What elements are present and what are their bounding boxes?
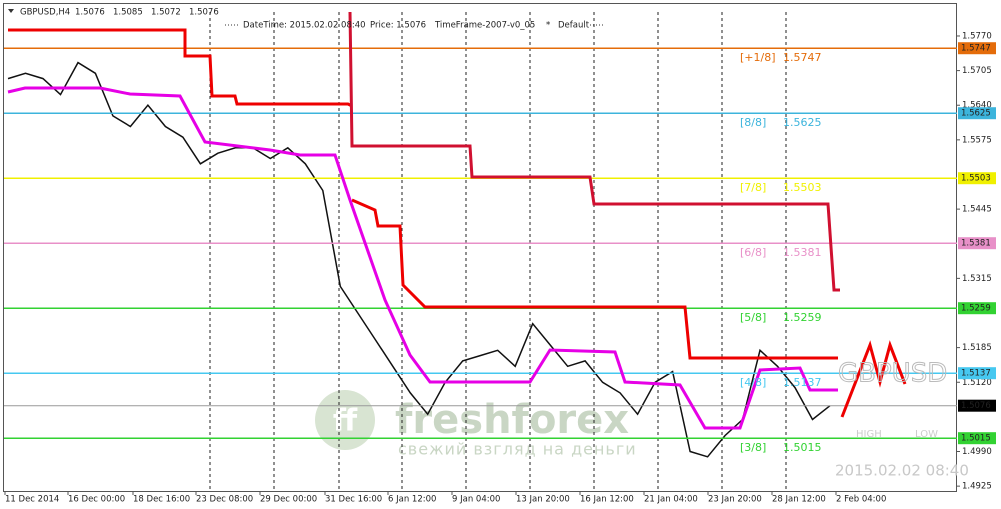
time-label: 28 Jan 12:00 bbox=[772, 495, 826, 505]
level-price-label: 1.5015 bbox=[961, 434, 991, 444]
level-value: 1.5259 bbox=[783, 311, 822, 324]
level-tag: [6/8] bbox=[740, 246, 766, 259]
time-label: 18 Dec 16:00 bbox=[133, 495, 190, 505]
price-tick-label: 1.4990 bbox=[962, 447, 992, 457]
time-label: 6 Jan 12:00 bbox=[388, 495, 436, 505]
level-price-label: 1.5747 bbox=[961, 44, 991, 54]
time-label: 21 Jan 04:00 bbox=[644, 495, 698, 505]
menu-arrow[interactable] bbox=[8, 9, 14, 13]
indicator-step-line bbox=[348, 11, 840, 292]
price-tick-label: 1.5705 bbox=[962, 66, 992, 76]
info-item: * bbox=[546, 21, 550, 31]
indicator-trend-line bbox=[7, 86, 838, 430]
time-label: 29 Dec 00:00 bbox=[260, 495, 317, 505]
forecast-zigzag bbox=[840, 340, 907, 418]
level-value: 1.5503 bbox=[783, 181, 822, 194]
info-item: Price: 1.5076 bbox=[370, 21, 426, 31]
level-price-box bbox=[958, 172, 996, 185]
overlay-time: 2015.02.02 08:40 bbox=[835, 462, 969, 480]
time-label: 23 Dec 08:00 bbox=[196, 495, 253, 505]
info-item: Default bbox=[558, 21, 590, 31]
overlay-symbol: GBPUSD bbox=[838, 359, 947, 389]
time-label: 16 Jan 12:00 bbox=[580, 495, 634, 505]
price-tick-label: 1.5445 bbox=[962, 205, 992, 215]
level-tag: [+1/8] bbox=[740, 51, 776, 64]
symbol: GBPUSD,H4 bbox=[20, 8, 70, 18]
level-tag: [3/8] bbox=[740, 441, 766, 454]
level-tag: [7/8] bbox=[740, 181, 766, 194]
time-label: 13 Jan 20:00 bbox=[516, 495, 570, 505]
watermark-brand: freshforex bbox=[395, 397, 629, 443]
plot-frame bbox=[3, 3, 957, 492]
level-price-label: 1.5503 bbox=[961, 174, 991, 184]
level-price-label: 1.5137 bbox=[961, 369, 991, 379]
level-tag: [5/8] bbox=[740, 311, 766, 324]
level-price-label: 1.5625 bbox=[961, 109, 991, 119]
level-tag: [8/8] bbox=[740, 116, 766, 129]
watermark-slogan: свежий взгляд на деньги bbox=[398, 440, 637, 459]
watermark-logo-ff: ff bbox=[333, 404, 358, 439]
overlay-low: LOW bbox=[915, 429, 938, 440]
price-tick-label: 1.5315 bbox=[962, 274, 992, 284]
indicator-step-line bbox=[8, 28, 353, 108]
quote-value: 1.5076 bbox=[189, 8, 219, 18]
price-tick-label: 1.5575 bbox=[962, 135, 992, 145]
time-label: 31 Dec 16:00 bbox=[325, 495, 382, 505]
level-value: 1.5381 bbox=[783, 246, 822, 259]
watermark-logo bbox=[315, 390, 375, 450]
level-value: 1.5137 bbox=[783, 376, 822, 389]
indicator-step-line bbox=[351, 198, 838, 360]
time-label: 23 Jan 20:00 bbox=[708, 495, 762, 505]
level-price-box bbox=[958, 302, 996, 315]
overlay-high: HIGH bbox=[856, 429, 882, 440]
price-tick-label: 1.5120 bbox=[962, 378, 992, 388]
level-value: 1.5747 bbox=[783, 51, 822, 64]
level-price-label: 1.5259 bbox=[961, 304, 991, 314]
level-tag: [4/8] bbox=[740, 376, 766, 389]
price-line bbox=[7, 61, 831, 458]
time-label: 11 Dec 2014 bbox=[5, 495, 59, 505]
info-item: DateTime: 2015.02.02 08:40 bbox=[243, 21, 366, 31]
price-tick-label: 1.5185 bbox=[962, 343, 992, 353]
quote-value: 1.5076 bbox=[75, 8, 105, 18]
level-value: 1.5015 bbox=[783, 441, 822, 454]
time-label: 9 Jan 04:00 bbox=[452, 495, 500, 505]
quote-value: 1.5085 bbox=[113, 8, 143, 18]
current-price-box bbox=[958, 399, 996, 412]
level-price-box bbox=[958, 367, 996, 380]
level-price-label: 1.5381 bbox=[961, 239, 991, 249]
time-label: 16 Dec 00:00 bbox=[68, 495, 125, 505]
level-price-box bbox=[958, 107, 996, 120]
level-value: 1.5625 bbox=[783, 116, 822, 129]
price-tick-label: 1.5770 bbox=[962, 31, 992, 41]
info-item: TimeFrame-2007-v0_05 bbox=[434, 21, 535, 31]
level-price-box bbox=[958, 432, 996, 445]
price-tick-label: 1.5640 bbox=[962, 101, 992, 111]
level-price-box bbox=[958, 42, 996, 55]
quote-value: 1.5072 bbox=[151, 8, 181, 18]
price-tick-label: 1.4925 bbox=[962, 482, 992, 492]
time-label: 2 Feb 04:00 bbox=[836, 495, 886, 505]
level-price-box bbox=[958, 237, 996, 250]
current-price-label: 1.5076 bbox=[961, 401, 991, 411]
